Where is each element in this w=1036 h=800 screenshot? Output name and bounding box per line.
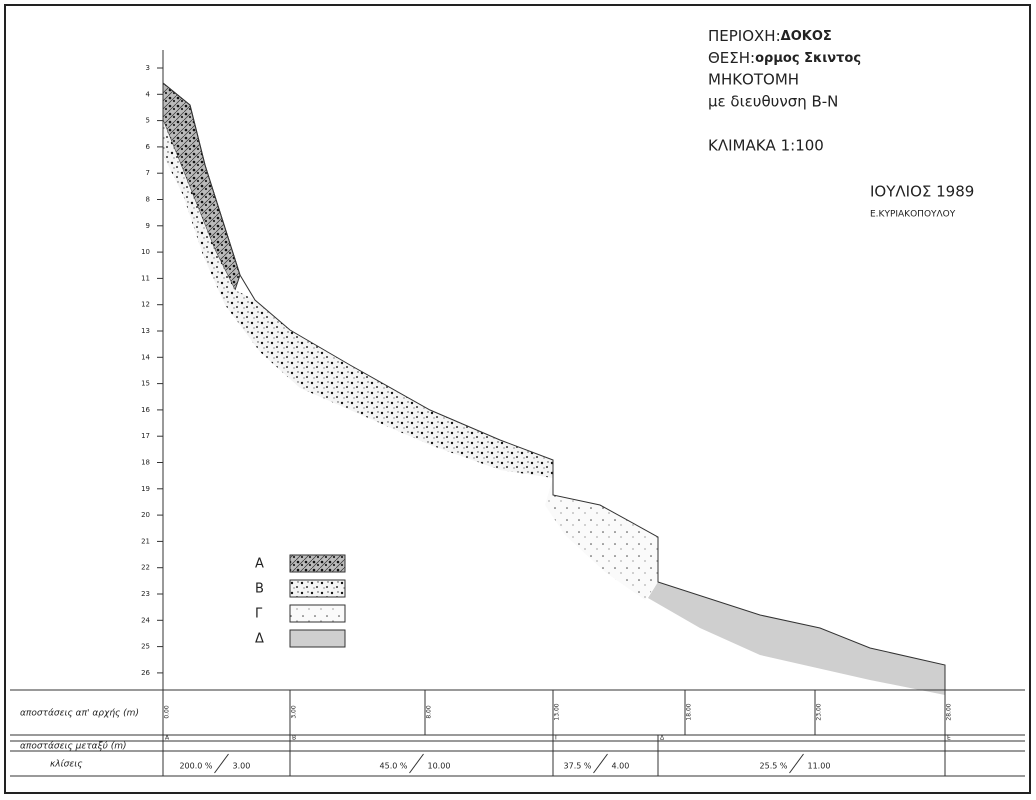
depth-label: 5 xyxy=(146,117,150,125)
distance-label: 0.00 xyxy=(164,705,171,719)
legend-label: Γ xyxy=(255,607,263,622)
depth-label: 17 xyxy=(141,432,150,440)
slope-value: 37.5 % xyxy=(564,762,592,771)
direction: με διευθυνση Β-Ν xyxy=(708,93,838,111)
legend-label: Α xyxy=(255,557,264,572)
author: Ε.ΚΥΡΙΑΚΟΠΟΥΛΟΥ xyxy=(870,210,956,220)
slope-value: 25.5 % xyxy=(760,762,788,771)
legend-label: Β xyxy=(255,582,264,597)
station-label: Β xyxy=(292,735,296,742)
distance-label: 28.00 xyxy=(946,703,953,720)
segment-length: 10.00 xyxy=(428,762,451,771)
legend-label: Δ xyxy=(255,632,264,647)
depth-label: 4 xyxy=(146,90,151,98)
depth-label: 3 xyxy=(146,64,150,72)
legend-swatch xyxy=(290,555,345,572)
depth-label: 8 xyxy=(146,196,150,204)
depth-label: 16 xyxy=(141,406,150,414)
depth-label: 20 xyxy=(141,511,150,519)
depth-label: 19 xyxy=(141,485,150,493)
slope-value: 200.0 % xyxy=(179,762,212,771)
depth-label: 14 xyxy=(141,353,150,361)
depth-label: 22 xyxy=(141,564,150,572)
depth-label: 7 xyxy=(146,169,150,177)
drawing-type: ΜΗΚΟΤΟΜΗ xyxy=(708,71,799,89)
depth-label: 6 xyxy=(146,143,151,151)
segment-length: 11.00 xyxy=(808,762,831,771)
date: ΙΟΥΛΙΟΣ 1989 xyxy=(870,183,974,201)
distance-label: 3.00 xyxy=(291,705,298,719)
depth-label: 21 xyxy=(141,537,150,545)
slope-value: 45.0 % xyxy=(380,762,408,771)
area: ΠΕΡΙΟΧΗ: xyxy=(708,27,781,45)
depth-label: 13 xyxy=(141,327,150,335)
depth-label: 25 xyxy=(141,643,150,651)
scale: ΚΛΙΜΑΚΑ 1:100 xyxy=(708,137,824,155)
depth-label: 10 xyxy=(141,248,150,256)
area-label: ΠΕΡΙΟΧΗ:ΔΟΚΟΣ xyxy=(708,27,832,45)
depth-label: 9 xyxy=(146,222,150,230)
row-label: αποστάσεις μεταξύ (m) xyxy=(20,742,127,752)
segment-length: 4.00 xyxy=(612,762,630,771)
depth-label: 24 xyxy=(141,616,150,624)
distance-label: 13.00 xyxy=(554,703,561,720)
depth-label: 26 xyxy=(141,669,150,677)
legend-swatch xyxy=(290,605,345,622)
segment-length: 3.00 xyxy=(233,762,251,771)
depth-label: 23 xyxy=(141,590,150,598)
row-label: αποστάσεις απ' αρχής (m) xyxy=(20,709,139,719)
row-label: κλίσεις xyxy=(50,760,83,770)
depth-label: 18 xyxy=(141,459,150,467)
site: ΘΕΣΗ: xyxy=(708,49,755,67)
legend-swatch xyxy=(290,630,345,647)
depth-label: 11 xyxy=(141,274,150,282)
distance-label: 8.00 xyxy=(426,705,433,719)
site-label: ΘΕΣΗ:ορμος Σκιντος xyxy=(708,49,861,67)
page: ΠΕΡΙΟΧΗ:ΔΟΚΟΣ ΘΕΣΗ:ορμος Σκιντος ΜΗΚΟΤΟΜ… xyxy=(0,0,1036,800)
area-name: ΔΟΚΟΣ xyxy=(781,29,832,44)
station-label: Ε xyxy=(947,735,951,742)
distance-label: 23.00 xyxy=(816,703,823,720)
depth-label: 12 xyxy=(141,301,150,309)
legend-swatch xyxy=(290,580,345,597)
drawing: ΠΕΡΙΟΧΗ:ΔΟΚΟΣ ΘΕΣΗ:ορμος Σκιντος ΜΗΚΟΤΟΜ… xyxy=(0,0,1036,800)
distance-label: 18.00 xyxy=(686,703,693,720)
site-name: ορμος Σκιντος xyxy=(755,51,861,66)
depth-label: 15 xyxy=(141,380,150,388)
